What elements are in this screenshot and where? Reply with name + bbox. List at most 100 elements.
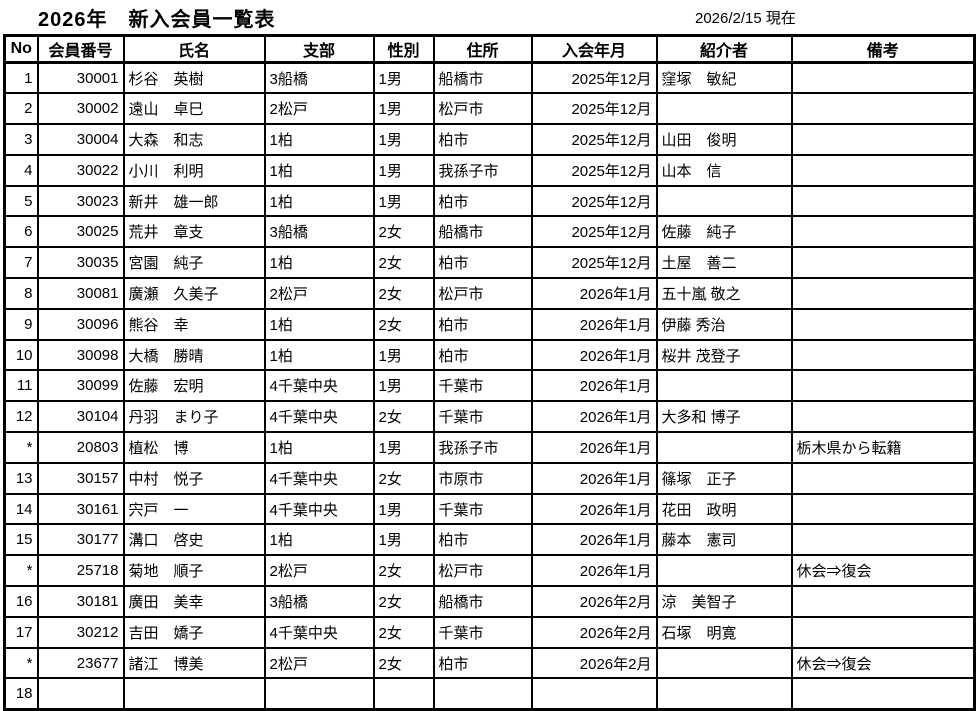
cell-member_no: 30212	[36, 615, 125, 649]
cell-remarks: 栃木県から転籍	[790, 431, 976, 464]
cell-remarks	[790, 338, 976, 372]
cell-introducer	[655, 646, 793, 680]
cell-gender: 1男	[372, 92, 435, 126]
cell-introducer: 涼 美智子	[655, 585, 793, 618]
cell-introducer: 佐藤 純子	[655, 215, 793, 249]
cell-name: 宮園 純子	[122, 246, 266, 280]
cell-remarks	[790, 677, 976, 711]
cell-no: *	[3, 646, 39, 680]
cell-introducer: 土屋 善二	[655, 246, 793, 280]
cell-address: 松戸市	[432, 92, 533, 126]
cell-remarks: 休会⇒復会	[790, 646, 976, 680]
cell-join_month: 2026年1月	[530, 554, 658, 588]
cell-address: 船橋市	[432, 61, 533, 95]
cell-remarks	[790, 307, 976, 341]
cell-join_month: 2025年12月	[530, 92, 658, 126]
cell-name: 遠山 卓巳	[122, 92, 266, 126]
cell-no: 4	[3, 153, 39, 187]
cell-address: 柏市	[432, 338, 533, 372]
cell-address: 我孫子市	[432, 153, 533, 187]
cell-introducer	[655, 431, 793, 464]
column-header-member-no: 会員番号	[36, 34, 125, 64]
cell-branch: 4千葉中央	[263, 461, 375, 495]
cell-no: 9	[3, 307, 39, 341]
cell-branch: 2松戸	[263, 554, 375, 588]
cell-name: 杉谷 英樹	[122, 61, 266, 95]
cell-introducer	[655, 92, 793, 126]
cell-name	[122, 677, 266, 711]
cell-branch: 3船橋	[263, 215, 375, 249]
cell-name: 廣田 美幸	[122, 585, 266, 618]
column-header-gender: 性別	[372, 34, 435, 64]
table-row: 16 30181 廣田 美幸 3船橋 2女 船橋市 2026年2月涼 美智子	[3, 585, 976, 618]
cell-address: 船橋市	[432, 215, 533, 249]
cell-address: 松戸市	[432, 277, 533, 310]
cell-branch: 2松戸	[263, 277, 375, 310]
cell-join_month: 2026年2月	[530, 615, 658, 649]
cell-join_month: 2025年12月	[530, 246, 658, 280]
table-row: 4 30022 小川 利明 1柏 1男 我孫子市 2025年12月 山本 信	[3, 153, 976, 187]
cell-remarks	[790, 153, 976, 187]
table-row: 18	[3, 677, 976, 711]
cell-no: 3	[3, 123, 39, 156]
cell-introducer: 山田 俊明	[655, 123, 793, 156]
column-header-address: 住所	[432, 34, 533, 64]
cell-introducer: 伊藤 秀治	[655, 307, 793, 341]
column-header-join-month: 入会年月	[530, 34, 658, 64]
column-header-introducer: 紹介者	[655, 34, 793, 64]
cell-remarks	[790, 615, 976, 649]
cell-join_month: 2026年1月	[530, 277, 658, 310]
cell-no: 12	[3, 400, 39, 434]
cell-gender: 2女	[372, 615, 435, 649]
cell-join_month	[530, 677, 658, 711]
cell-join_month: 2026年1月	[530, 400, 658, 434]
cell-address: 松戸市	[432, 554, 533, 588]
cell-join_month: 2026年1月	[530, 431, 658, 464]
cell-member_no: 30099	[36, 369, 125, 403]
cell-name: 大森 和志	[122, 123, 266, 156]
cell-branch: 1柏	[263, 338, 375, 372]
cell-gender: 1男	[372, 184, 435, 218]
cell-address: 千葉市	[432, 492, 533, 526]
table-row: 13 30157 中村 悦子 4千葉中央 2女 市原市 2026年1月 篠塚 正子	[3, 461, 976, 495]
cell-branch: 1柏	[263, 246, 375, 280]
cell-gender: 2女	[372, 646, 435, 680]
cell-branch: 4千葉中央	[263, 369, 375, 403]
cell-join_month: 2026年1月	[530, 492, 658, 526]
cell-branch: 2松戸	[263, 646, 375, 680]
cell-name: 宍戸 一	[122, 492, 266, 526]
column-header-branch: 支部	[263, 34, 375, 64]
table-row: 17 30212 吉田 嬌子 4千葉中央 2女 千葉市 2026年2月 石塚 明寛	[3, 615, 976, 649]
cell-gender	[372, 677, 435, 711]
cell-branch: 1柏	[263, 431, 375, 464]
cell-no: 5	[3, 184, 39, 218]
cell-address: 柏市	[432, 307, 533, 341]
cell-introducer	[655, 184, 793, 218]
column-header-no: No	[3, 34, 39, 64]
cell-gender: 2女	[372, 246, 435, 280]
cell-branch	[263, 677, 375, 711]
cell-name: 荒井 章支	[122, 215, 266, 249]
table-row: 6 30025 荒井 章支 3船橋 2女 船橋市 2025年12月 佐藤 純子	[3, 215, 976, 249]
member-table-body: 1 30001 杉谷 英樹 3船橋 1男 船橋市 2025年12月 窪塚 敏紀 2 30002 遠山…	[3, 61, 976, 711]
cell-gender: 1男	[372, 492, 435, 526]
cell-no: *	[3, 554, 39, 588]
table-row: * 25718 菊地 順子 2松戸 2女 松戸市 2026年1月 休会⇒復会	[3, 554, 976, 588]
table-row: 12 30104 丹羽 まり子 4千葉中央 2女 千葉市 2026年1月 大多和 博子	[3, 400, 976, 434]
cell-remarks	[790, 585, 976, 618]
cell-introducer	[655, 677, 793, 711]
table-row: 1 30001 杉谷 英樹 3船橋 1男 船橋市 2025年12月 窪塚 敏紀	[3, 61, 976, 95]
cell-remarks	[790, 184, 976, 218]
cell-branch: 4千葉中央	[263, 492, 375, 526]
cell-address: 市原市	[432, 461, 533, 495]
cell-gender: 2女	[372, 554, 435, 588]
cell-branch: 2松戸	[263, 92, 375, 126]
table-row: 7 30035 宮園 純子 1柏 2女 柏市 2025年12月 土屋 善二	[3, 246, 976, 280]
cell-gender: 1男	[372, 61, 435, 95]
cell-join_month: 2025年12月	[530, 61, 658, 95]
table-row: 9 30096 熊谷 幸 1柏 2女 柏市 2026年1月 伊藤 秀治	[3, 307, 976, 341]
cell-name: 廣瀬 久美子	[122, 277, 266, 310]
cell-branch: 4千葉中央	[263, 615, 375, 649]
table-row: * 20803 植松 博 1柏 1男 我孫子市 2026年1月 栃木県から転籍	[3, 431, 976, 464]
cell-no: 7	[3, 246, 39, 280]
